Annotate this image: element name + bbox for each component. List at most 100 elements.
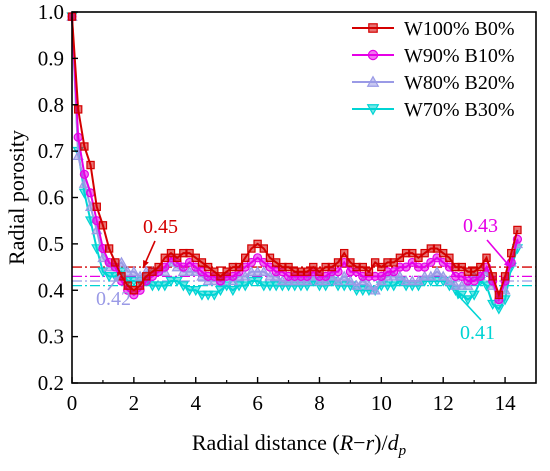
square-marker [92, 202, 101, 211]
legend-item: W80% B20% [352, 72, 515, 94]
square-marker [104, 244, 114, 253]
legend-label: W90% B10% [404, 45, 515, 67]
y-tick-label: 0.8 [38, 93, 64, 117]
circle-marker [73, 132, 83, 142]
square-marker [327, 262, 337, 272]
square-marker [309, 262, 318, 272]
triangle-up-marker [338, 270, 350, 281]
x-tick-label: 14 [495, 391, 517, 415]
series-layer [66, 10, 524, 315]
triangle-down-marker [214, 285, 227, 297]
square-marker [197, 258, 207, 267]
square-marker [377, 262, 386, 272]
square-marker [408, 248, 417, 258]
square-marker [135, 281, 145, 290]
triangle-down-marker [208, 290, 220, 301]
legend-label: W70% B30% [404, 99, 515, 121]
square-marker [185, 248, 194, 258]
square-marker [222, 267, 231, 276]
legend-label: W80% B20% [404, 72, 515, 94]
square-marker [482, 253, 491, 262]
square-marker [420, 248, 429, 258]
circle-marker [469, 276, 479, 286]
square-marker [494, 290, 504, 300]
circle-marker [367, 49, 379, 61]
square-marker [271, 258, 281, 267]
square-marker [154, 262, 163, 272]
mean-value-label: 0.41 [460, 322, 495, 344]
square-marker [191, 253, 200, 262]
legend-label: W100% B0% [404, 18, 515, 40]
arrow-head [455, 292, 463, 300]
x-tick-label: 12 [433, 391, 454, 415]
circle-marker [420, 262, 430, 272]
square-marker [457, 262, 466, 272]
square-marker [172, 253, 182, 262]
mean-value-label: 0.43 [463, 215, 498, 237]
square-marker [210, 267, 219, 276]
x-tick-label: 6 [252, 391, 263, 415]
square-marker [414, 253, 423, 262]
square-marker [333, 258, 343, 267]
arrow-head [143, 260, 149, 268]
square-marker [86, 160, 95, 170]
circle-marker [389, 267, 399, 277]
triangle-down-marker [480, 281, 493, 292]
triangle-up-marker [431, 265, 443, 276]
legend-item: W90% B10% [352, 45, 515, 67]
square-marker [241, 253, 250, 262]
square-marker [253, 239, 262, 249]
square-marker [111, 258, 120, 267]
triangle-up-marker [437, 270, 449, 281]
y-tick-label: 1.0 [38, 0, 64, 24]
square-marker [389, 258, 398, 267]
circle-marker [426, 257, 436, 268]
x-tick-label: 2 [129, 391, 140, 415]
y-tick-label: 0.7 [38, 139, 64, 163]
axis-ticks: 0 2 4 6 8 10 12 14 0.2 0.3 0.4 0.5 0.6 0.7 0.8 0.9 1.0 [38, 0, 516, 415]
square-marker [368, 23, 378, 33]
circle-marker [253, 253, 263, 263]
square-marker [284, 262, 293, 272]
y-tick-label: 0.9 [38, 46, 64, 70]
triangle-down-marker [159, 281, 171, 292]
square-marker [142, 272, 151, 281]
mean-value-label: 0.45 [143, 216, 178, 238]
square-marker [513, 225, 522, 235]
square-marker [340, 248, 349, 258]
triangle-down-marker [493, 304, 505, 315]
square-marker [234, 262, 244, 272]
square-marker [98, 221, 108, 230]
annotations: 0.45 0.43 0.42 0.41 [96, 215, 512, 344]
square-marker [364, 267, 374, 276]
circle-marker [178, 262, 188, 272]
triangle-up-marker [363, 279, 375, 290]
square-marker [500, 272, 510, 281]
square-marker [445, 253, 454, 262]
square-marker [370, 258, 380, 267]
square-marker [148, 267, 157, 276]
arrow-head [503, 260, 511, 268]
square-marker [259, 244, 268, 253]
square-marker [160, 253, 169, 262]
legend-item: W70% B30% [352, 99, 515, 121]
triangle-down-marker [366, 104, 380, 116]
square-marker [395, 253, 405, 262]
mean-value-label: 0.42 [96, 288, 131, 310]
square-marker [123, 281, 132, 290]
triangle-up-marker [394, 270, 406, 281]
y-tick-label: 0.3 [38, 325, 64, 349]
legend-item: W100% B0% [352, 18, 515, 40]
square-marker [488, 272, 497, 281]
triangle-up-marker [344, 275, 357, 286]
square-marker [216, 272, 225, 281]
x-tick-label: 8 [314, 391, 325, 415]
square-marker [346, 258, 355, 267]
x-tick-label: 10 [371, 391, 392, 415]
triangle-up-marker [366, 75, 380, 87]
square-marker [166, 248, 176, 258]
square-marker [73, 105, 83, 114]
square-marker [265, 253, 275, 262]
circle-marker [376, 271, 386, 281]
